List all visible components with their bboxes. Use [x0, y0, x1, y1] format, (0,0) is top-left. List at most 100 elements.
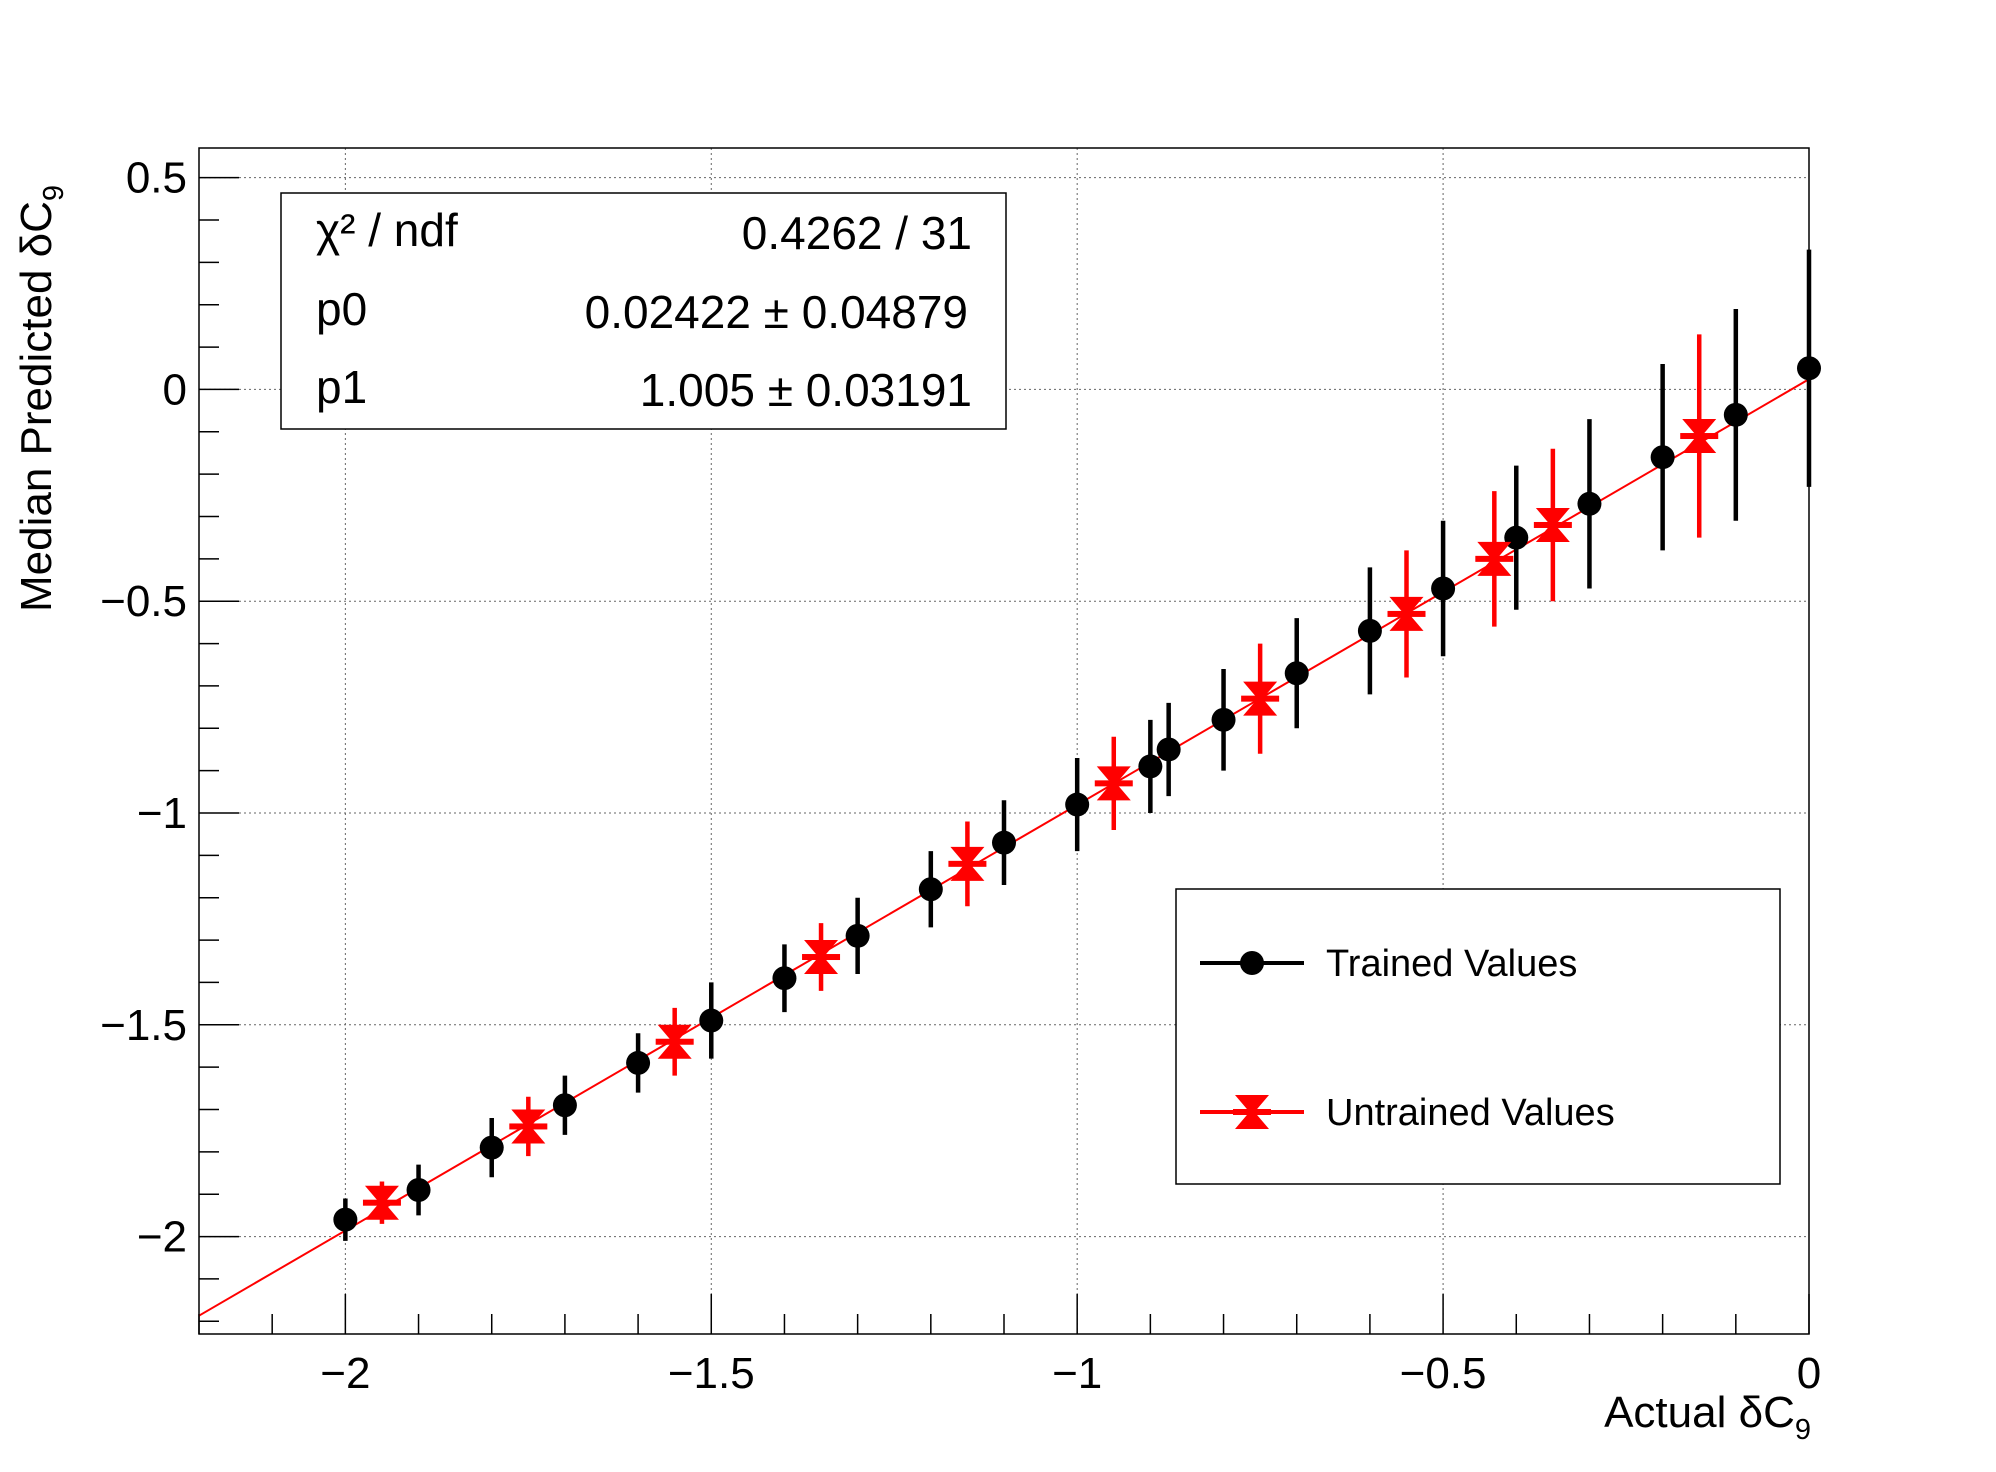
x-tick-label: −1	[1052, 1349, 1102, 1398]
star-upper-triangle	[364, 1185, 399, 1206]
data-point	[948, 846, 987, 881]
series-trained	[333, 249, 1821, 1241]
legend-label-trained: Trained Values	[1326, 943, 1577, 985]
y-tick-label: −1	[137, 789, 187, 838]
data-point	[1723, 402, 1748, 427]
data-point	[1504, 525, 1529, 550]
legend-star-shape	[1233, 1095, 1271, 1129]
star-upper-triangle	[657, 1024, 692, 1045]
legend-trained-marker	[1240, 951, 1264, 975]
stats-box-frame	[280, 192, 1007, 430]
data-point	[362, 1185, 401, 1220]
data-point	[1577, 491, 1602, 516]
data-point	[918, 877, 943, 902]
legend-label-untrained: Untrained Values	[1326, 1092, 1615, 1134]
data-point	[1680, 419, 1719, 454]
star-lower-triangle	[1682, 433, 1717, 454]
y-tick-label: −0.5	[100, 577, 187, 626]
star-bar	[1475, 555, 1514, 562]
x-tick-label: −1.5	[668, 1349, 755, 1398]
x-tick-labels: −2 −1.5 −1 −0.5 0	[320, 1349, 1821, 1398]
data-point	[1284, 661, 1309, 686]
y-tick-label: −1.5	[100, 1001, 187, 1050]
stats-row-name: χ² / ndf	[316, 204, 458, 256]
star-lower-triangle	[364, 1199, 399, 1220]
star-bar	[802, 954, 841, 961]
star-upper-triangle	[511, 1109, 546, 1130]
star-upper-triangle	[1243, 681, 1278, 702]
star-lower-triangle	[1477, 555, 1512, 576]
data-point	[699, 1008, 724, 1033]
y-tick-label: 0.5	[126, 154, 187, 203]
legend-frame	[1175, 888, 1781, 1185]
data-point	[772, 966, 797, 991]
data-point	[1138, 754, 1163, 779]
star-lower-triangle	[511, 1123, 546, 1144]
star-bar	[362, 1199, 401, 1206]
star-upper-triangle	[1477, 541, 1512, 562]
legend-untrained-marker	[1233, 1095, 1271, 1129]
star-lower-triangle	[1235, 1109, 1269, 1129]
fit-stats-box: χ² / ndf 0.4262 / 31 p0 0.02422 ± 0.0487…	[280, 192, 1007, 430]
star-lower-triangle	[1096, 780, 1131, 801]
data-point	[1357, 618, 1382, 643]
star-bar	[1533, 521, 1572, 528]
x-tick-label: −0.5	[1400, 1349, 1487, 1398]
star-bar	[655, 1038, 694, 1045]
star-upper-triangle	[1389, 596, 1424, 617]
legend: Trained Values Untrained Values	[1175, 888, 1781, 1185]
series-untrained	[362, 334, 1719, 1224]
data-point	[1241, 681, 1280, 716]
star-lower-triangle	[1389, 610, 1424, 631]
star-bar	[948, 860, 987, 867]
x-axis-label: Actual δC9	[1604, 1388, 1811, 1446]
y-tick-labels: 0.5 0 −0.5 −1 −1.5 −2	[100, 154, 187, 1262]
y-tick-label: 0	[163, 365, 187, 414]
star-upper-triangle	[1235, 1095, 1269, 1115]
data-point	[1211, 707, 1236, 732]
data-point	[1065, 792, 1090, 817]
star-bar	[1233, 1109, 1271, 1115]
data-point	[1475, 541, 1514, 576]
x-tick-label: −2	[320, 1349, 370, 1398]
data-point	[992, 830, 1016, 855]
star-lower-triangle	[1535, 521, 1570, 542]
star-upper-triangle	[804, 940, 839, 961]
data-point	[1156, 737, 1181, 762]
data-points	[333, 249, 1821, 1241]
star-bar	[1387, 610, 1426, 617]
star-bar	[1094, 780, 1133, 787]
star-lower-triangle	[804, 954, 839, 975]
stats-row-name: p0	[316, 283, 367, 335]
data-point	[333, 1207, 358, 1232]
data-point	[802, 940, 841, 975]
data-point	[552, 1093, 577, 1118]
star-lower-triangle	[1243, 695, 1278, 716]
star-bar	[1680, 433, 1719, 440]
stats-row-value: 0.02422 ± 0.04879	[585, 286, 968, 338]
star-upper-triangle	[950, 846, 985, 867]
plot-frame	[198, 147, 1810, 1335]
stats-row-value: 0.4262 / 31	[742, 207, 972, 259]
star-bar	[1241, 695, 1280, 702]
data-point	[655, 1024, 694, 1059]
data-point	[1650, 445, 1675, 470]
star-upper-triangle	[1096, 766, 1131, 787]
star-bar	[509, 1123, 548, 1130]
data-point	[626, 1050, 651, 1075]
star-upper-triangle	[1535, 507, 1570, 528]
data-point	[1094, 766, 1133, 801]
star-lower-triangle	[657, 1038, 692, 1059]
data-point	[406, 1177, 431, 1202]
stats-row-name: p1	[316, 361, 367, 413]
data-point	[479, 1135, 504, 1160]
stats-row-value: 1.005 ± 0.03191	[640, 364, 972, 416]
data-point	[1533, 507, 1572, 542]
star-upper-triangle	[1682, 419, 1717, 440]
y-axis-label: Median Predicted δC9	[12, 185, 70, 612]
star-lower-triangle	[950, 860, 985, 881]
data-point	[509, 1109, 548, 1144]
data-point	[1431, 576, 1456, 601]
x-tick-label: 0	[1797, 1349, 1821, 1398]
